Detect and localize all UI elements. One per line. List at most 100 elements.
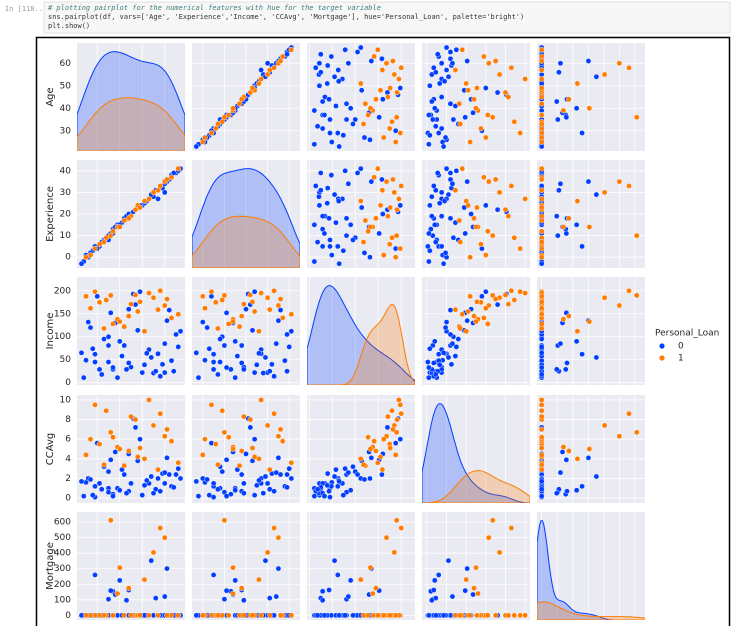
panel	[537, 277, 645, 385]
y-tick-label: 100	[54, 595, 71, 605]
scatter-point	[333, 466, 339, 473]
scatter-point	[371, 438, 377, 444]
scatter-point	[155, 306, 161, 313]
scatter-point	[215, 486, 221, 493]
scatter-point	[324, 470, 331, 477]
scatter-point	[397, 85, 404, 91]
scatter-point	[175, 344, 182, 350]
scatter-point	[397, 202, 404, 209]
scatter-point	[471, 96, 477, 103]
panel	[422, 43, 530, 151]
scatter-point	[143, 350, 150, 357]
scatter-point	[464, 58, 470, 64]
scatter-point	[508, 183, 515, 189]
scatter-point	[116, 318, 123, 325]
scatter-point	[425, 359, 431, 365]
scatter-point	[426, 612, 432, 619]
scatter-point	[387, 204, 393, 211]
scatter-point	[264, 549, 271, 556]
scatter-point	[210, 366, 217, 373]
scatter-point	[357, 456, 364, 462]
scatter-point	[398, 64, 405, 71]
scatter-point	[374, 46, 381, 53]
scatter-point	[447, 170, 454, 176]
scatter-point	[195, 374, 202, 381]
scatter-point	[459, 311, 466, 318]
scatter-point	[440, 350, 447, 356]
scatter-point	[473, 224, 479, 230]
scatter-point	[426, 374, 432, 381]
scatter-point	[155, 475, 161, 482]
scatter-point	[161, 340, 168, 347]
scatter-point	[193, 478, 200, 485]
scatter-point	[241, 301, 247, 307]
scatter-point	[87, 436, 94, 442]
plot-area	[422, 403, 530, 503]
scatter-point	[139, 369, 146, 376]
scatter-point	[319, 213, 326, 219]
plot-area	[425, 287, 528, 381]
scatter-point	[148, 557, 155, 564]
scatter-point	[564, 488, 570, 495]
scatter-point	[164, 426, 170, 433]
y-tick-label: 0	[65, 494, 71, 504]
scatter-point	[215, 612, 221, 619]
scatter-point	[168, 357, 175, 364]
legend-marker	[659, 355, 665, 361]
scatter-point	[354, 471, 361, 478]
scatter-point	[380, 252, 387, 258]
scatter-point	[435, 130, 442, 136]
plot-area	[311, 165, 405, 267]
scatter-point	[319, 125, 326, 132]
scatter-point	[327, 130, 333, 136]
scatter-point	[210, 480, 217, 487]
scatter-point	[105, 596, 112, 602]
code-box[interactable]	[43, 1, 731, 34]
y-tick-label: 50	[60, 81, 72, 91]
scatter-point	[557, 180, 564, 187]
scatter-point	[204, 476, 210, 483]
scatter-point	[430, 587, 437, 593]
scatter-point	[489, 292, 496, 299]
scatter-point	[101, 461, 107, 468]
scatter-point	[555, 116, 561, 123]
scatter-point	[256, 350, 262, 357]
scatter-point	[317, 69, 324, 76]
scatter-point	[238, 448, 245, 454]
scatter-point	[481, 174, 487, 181]
scatter-point	[426, 258, 432, 265]
scatter-point	[386, 241, 393, 248]
scatter-point	[321, 230, 328, 237]
scatter-point	[107, 517, 114, 524]
scatter-point	[394, 89, 400, 96]
scatter-point	[128, 612, 134, 619]
scatter-point	[389, 234, 395, 241]
scatter-point	[159, 361, 166, 368]
scatter-point	[453, 46, 460, 53]
scatter-point	[87, 252, 94, 258]
scatter-point	[334, 130, 341, 136]
scatter-point	[284, 51, 290, 58]
scatter-point	[470, 109, 476, 116]
scatter-point	[275, 317, 282, 324]
scatter-point	[316, 82, 323, 89]
scatter-point	[215, 371, 221, 378]
y-tick-label: 0	[65, 253, 71, 263]
scatter-point	[447, 215, 454, 222]
scatter-point	[517, 612, 523, 619]
scatter-point	[271, 488, 277, 495]
scatter-point	[336, 612, 342, 619]
scatter-point	[143, 477, 150, 484]
scatter-point	[432, 239, 439, 245]
y-axis-label: Experience	[45, 186, 56, 242]
scatter-point	[573, 338, 580, 345]
scatter-point	[463, 198, 469, 204]
scatter-point	[538, 311, 545, 318]
scatter-point	[379, 55, 385, 62]
scatter-point	[249, 299, 256, 305]
scatter-point	[449, 180, 456, 187]
scatter-point	[538, 293, 545, 300]
scatter-point	[92, 572, 98, 578]
scatter-point	[223, 587, 230, 594]
scatter-point	[128, 301, 134, 307]
